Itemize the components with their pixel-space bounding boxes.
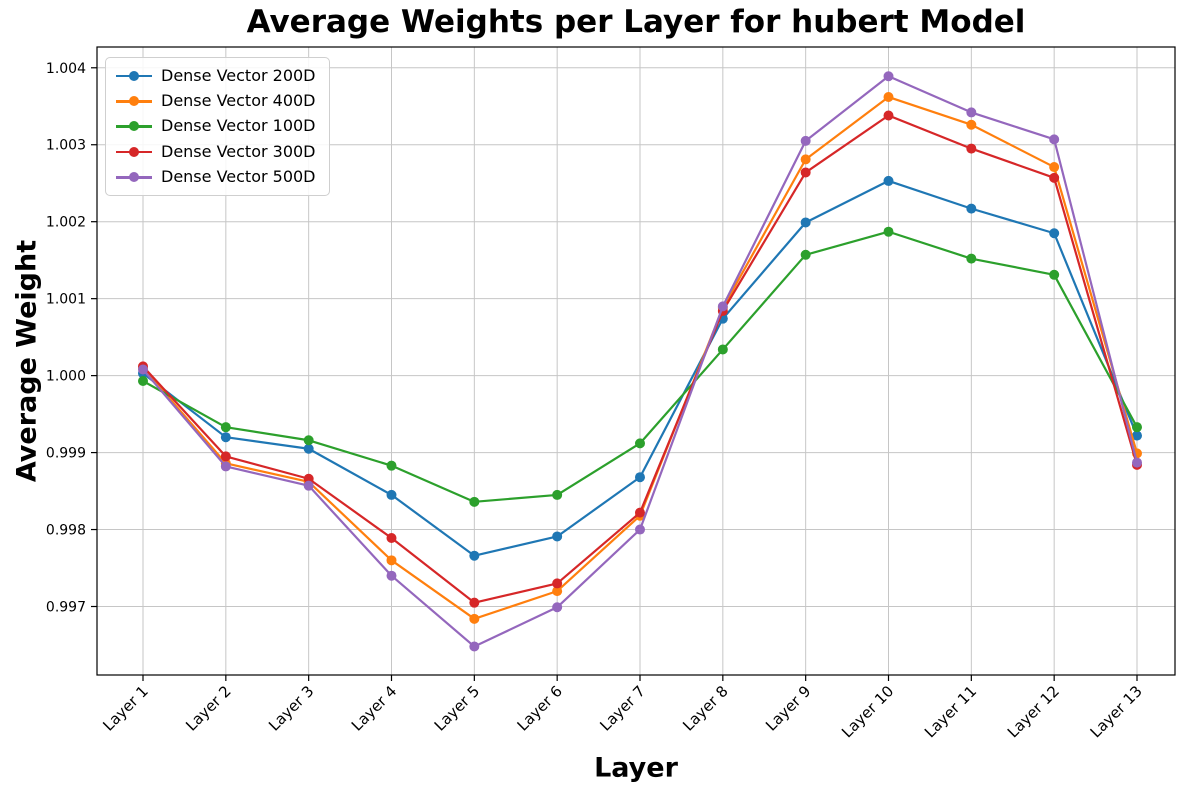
data-point-marker: [386, 570, 397, 581]
data-point-marker: [1132, 422, 1142, 433]
x-tick-label: Layer 12: [1004, 682, 1063, 741]
x-tick-label: Layer 13: [1087, 682, 1146, 741]
x-tick-label: Layer 9: [762, 682, 814, 734]
data-point-marker: [303, 480, 314, 491]
plot-border: [96, 46, 1176, 676]
data-point-marker: [883, 92, 894, 103]
data-point-marker: [386, 460, 397, 471]
data-point-marker: [883, 175, 894, 186]
data-point-marker: [1049, 134, 1060, 145]
data-point-marker: [800, 135, 811, 146]
x-tick-label: Layer 4: [348, 682, 400, 734]
legend-marker-icon: [116, 171, 152, 183]
data-point-marker: [552, 586, 563, 597]
y-tick-label: 0.997: [46, 600, 86, 616]
x-tick-label: Layer 5: [431, 682, 483, 734]
legend-item: Dense Vector 100D: [116, 118, 319, 134]
data-point-marker: [800, 154, 811, 165]
data-point-marker: [1049, 162, 1060, 173]
data-point-marker: [469, 496, 480, 507]
data-point-marker: [220, 422, 231, 433]
data-point-marker: [220, 451, 231, 462]
y-tick-label: 1.001: [46, 292, 86, 308]
legend-label: Dense Vector 200D: [161, 65, 316, 85]
legend-label: Dense Vector 300D: [161, 141, 316, 161]
data-point-marker: [800, 249, 811, 260]
data-point-marker: [552, 489, 563, 500]
x-axis-label: Layer: [594, 752, 678, 784]
legend-item: Dense Vector 500D: [116, 169, 319, 185]
y-tick-label: 0.999: [46, 446, 86, 462]
data-point-marker: [635, 507, 645, 518]
data-point-marker: [1132, 430, 1142, 441]
data-point-marker: [717, 344, 728, 355]
y-tick-label: 1.002: [46, 215, 86, 231]
data-point-marker: [303, 473, 314, 484]
legend: Dense Vector 200D Dense Vector 400D Dense …: [105, 57, 330, 196]
data-point-marker: [552, 531, 563, 542]
legend-marker-icon: [116, 120, 152, 132]
x-tick-label: Layer 3: [265, 682, 317, 734]
data-point-marker: [635, 438, 645, 449]
data-point-marker: [800, 217, 811, 228]
legend-marker-icon: [116, 146, 152, 158]
data-point-marker: [1049, 228, 1060, 239]
data-point-marker: [1132, 457, 1142, 468]
legend-label: Dense Vector 100D: [161, 116, 316, 136]
x-tick-label: Layer 2: [182, 682, 234, 734]
y-tick-label: 0.998: [46, 523, 86, 539]
data-point-marker: [303, 443, 314, 454]
data-point-marker: [966, 253, 977, 264]
data-point-marker: [138, 376, 148, 387]
data-point-marker: [966, 107, 977, 118]
legend-item: Dense Vector 200D: [116, 65, 319, 85]
data-point-marker: [883, 226, 894, 237]
data-point-marker: [635, 472, 645, 483]
data-point-marker: [303, 435, 314, 446]
data-point-marker: [469, 641, 480, 652]
data-point-marker: [966, 143, 977, 154]
data-point-marker: [469, 550, 480, 561]
data-point-marker: [1049, 172, 1060, 183]
legend-label: Dense Vector 400D: [161, 91, 316, 111]
data-point-marker: [220, 461, 231, 472]
legend-marker-icon: [116, 70, 152, 82]
x-tick-label: Layer 11: [921, 682, 980, 741]
data-point-marker: [800, 167, 811, 178]
legend-item: Dense Vector 400D: [116, 93, 319, 109]
x-tick-label: Layer 6: [514, 682, 566, 734]
data-point-marker: [883, 110, 894, 121]
data-point-marker: [386, 555, 397, 566]
x-tick-label: Layer 10: [838, 682, 897, 741]
y-tick-label: 1.000: [46, 369, 86, 385]
chart-title: Average Weights per Layer for hubert Mod…: [246, 4, 1026, 40]
legend-marker-icon: [116, 95, 152, 107]
data-point-marker: [469, 613, 480, 624]
y-tick-label: 1.003: [46, 138, 86, 154]
data-point-marker: [386, 489, 397, 500]
data-point-marker: [386, 533, 397, 544]
legend-item: Dense Vector 300D: [116, 141, 319, 161]
y-tick-label: 1.004: [46, 61, 86, 77]
x-tick-label: Layer 8: [679, 682, 731, 734]
x-tick-label: Layer 1: [99, 682, 151, 734]
x-tick-label: Layer 7: [596, 682, 648, 734]
data-point-marker: [635, 524, 645, 535]
data-point-marker: [220, 432, 231, 443]
data-point-marker: [966, 203, 977, 214]
data-point-marker: [138, 364, 148, 375]
data-point-marker: [552, 578, 563, 589]
data-point-marker: [552, 602, 563, 613]
data-point-marker: [883, 71, 894, 82]
data-point-marker: [1049, 269, 1060, 280]
legend-label: Dense Vector 500D: [161, 167, 316, 187]
data-point-marker: [966, 119, 977, 130]
data-point-marker: [469, 597, 480, 608]
data-point-marker: [717, 301, 728, 312]
